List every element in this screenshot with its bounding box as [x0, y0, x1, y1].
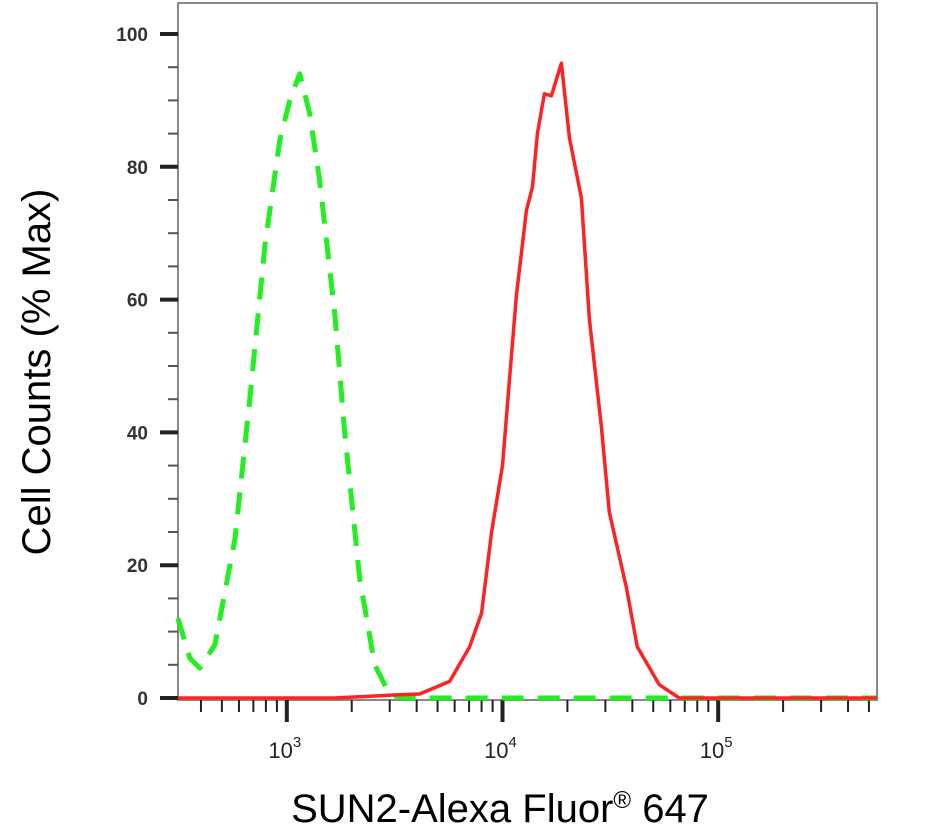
series-group: [175, 61, 877, 701]
y-axis-label: Cell Counts (% Max): [15, 189, 59, 556]
y-tick-label: 60: [127, 291, 148, 312]
x-tick-label: 104: [484, 734, 517, 763]
x-tick-label: 103: [268, 734, 301, 763]
y-axis-ticks: 0 20 40 60 80 100: [116, 25, 178, 710]
sample-histogram-line: [178, 61, 877, 700]
y-tick-label: 40: [127, 423, 148, 444]
x-tick-label: 105: [700, 734, 733, 763]
y-tick-label: 0: [137, 689, 148, 710]
y-tick-label: 100: [116, 25, 148, 46]
y-tick-label: 80: [127, 158, 148, 179]
y-tick-label: 20: [127, 556, 148, 577]
control-histogram-line: [175, 71, 877, 701]
plot-frame: [177, 2, 878, 701]
x-axis-label: SUN2-Alexa Fluor® 647: [291, 787, 709, 831]
x-axis-ticks: 103 104 105: [199, 700, 870, 763]
